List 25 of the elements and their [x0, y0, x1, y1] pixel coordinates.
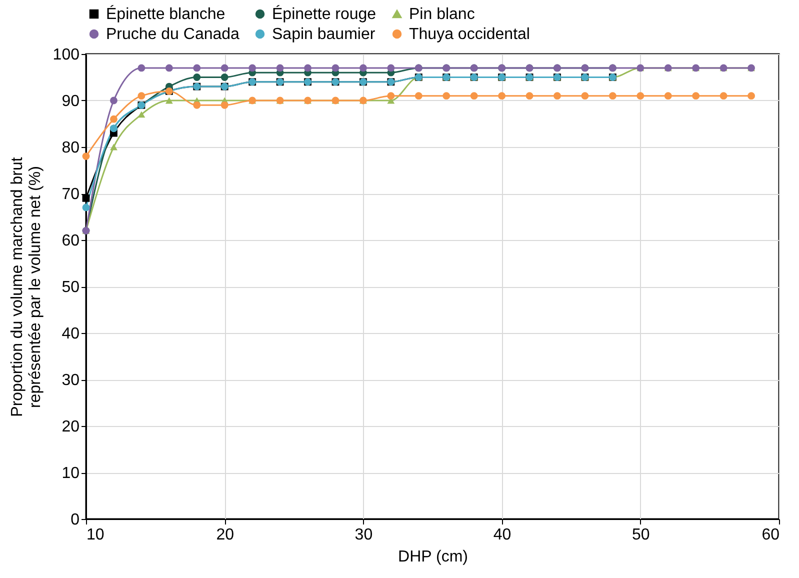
x-tick-label: 30 [354, 526, 373, 544]
legend-label: Épinette rouge [272, 5, 376, 23]
x-tick-label: 40 [493, 526, 512, 544]
legend-label: Pin blanc [409, 6, 475, 23]
y-tick-label: 70 [62, 186, 80, 203]
legend-label: Pruche du Canada [106, 26, 240, 43]
x-tick-label: 60 [762, 526, 780, 544]
y-tick-label: 40 [62, 326, 80, 342]
y-tick-label: 80 [62, 140, 80, 156]
y-tick-label: 50 [62, 279, 80, 296]
y-tick-label: 90 [62, 93, 80, 110]
x-tick-label: 20 [216, 526, 234, 544]
legend-label: Épinette blanche [106, 5, 226, 23]
y-tick-label: 100 [52, 46, 80, 64]
y-tick-label: 10 [62, 465, 80, 482]
x-tick-label: 50 [632, 526, 650, 544]
legend-label: Sapin baumier [272, 26, 376, 43]
x-axis-title: DHP (cm) [398, 548, 468, 566]
y-axis-title: Proportion du volume marchand brut représentée par le volume net (%) [8, 156, 44, 417]
legend-label: Thuya occidental [409, 26, 530, 43]
y-tick-label: 0 [70, 512, 80, 528]
y-tick-label: 20 [62, 418, 80, 436]
y-tick-label: 30 [62, 372, 80, 389]
y-tick-label: 60 [62, 232, 80, 250]
x-tick-label: 10 [86, 526, 104, 544]
